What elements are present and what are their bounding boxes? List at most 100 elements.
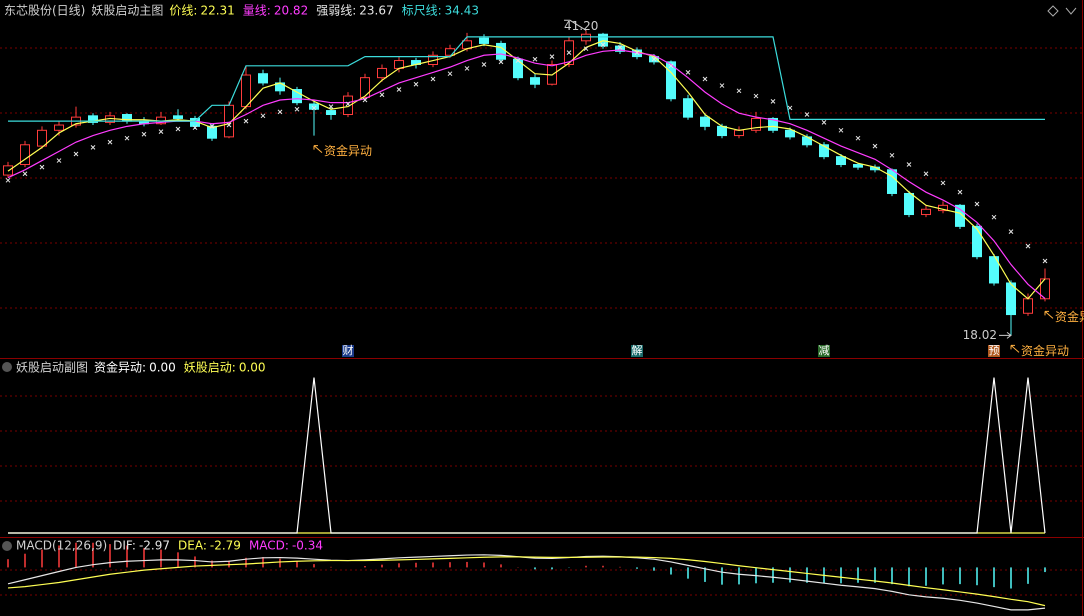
legend-text: 0.00 bbox=[149, 361, 176, 375]
strength-cross bbox=[821, 120, 827, 125]
strength-cross bbox=[991, 214, 997, 220]
strength-cross bbox=[668, 63, 674, 69]
event-badge bbox=[988, 345, 1000, 357]
strength-cross bbox=[855, 135, 861, 141]
strength-cross bbox=[719, 83, 725, 88]
candle-body bbox=[904, 192, 914, 216]
candle-body bbox=[479, 37, 489, 44]
strength-cross bbox=[770, 98, 776, 104]
candle-body bbox=[513, 58, 523, 79]
candle-body bbox=[20, 144, 30, 166]
annotation: 资金异动 bbox=[1055, 309, 1084, 324]
annotation: 资金异动 bbox=[1021, 343, 1069, 358]
legend-text: 妖股启动副图 bbox=[16, 361, 88, 375]
annotation: 资金异动 bbox=[324, 143, 372, 158]
candle-body bbox=[37, 129, 47, 147]
strength-cross bbox=[532, 56, 538, 62]
legend-text: 量线: bbox=[243, 4, 271, 18]
strength-cross bbox=[90, 145, 96, 150]
candle-body bbox=[887, 169, 897, 194]
legend-text: 标尺线: bbox=[402, 4, 442, 18]
icon-diamond[interactable] bbox=[1047, 5, 1059, 17]
legend-text: 妖股启动主图 bbox=[91, 4, 163, 18]
strength-cross bbox=[923, 171, 929, 177]
legend-text: 价线: bbox=[169, 4, 197, 18]
annotation-arrow bbox=[313, 145, 323, 153]
candle-body bbox=[496, 42, 506, 60]
strength-cross bbox=[226, 122, 232, 128]
candle-body bbox=[717, 125, 727, 137]
candle-body bbox=[309, 103, 319, 110]
event-badge bbox=[342, 345, 354, 357]
candle-body bbox=[54, 124, 64, 131]
strength-cross bbox=[141, 131, 147, 137]
strength-cross bbox=[617, 45, 623, 50]
strength-cross bbox=[549, 54, 555, 59]
event-label: 财 bbox=[343, 343, 354, 357]
window-icons[interactable] bbox=[1047, 5, 1077, 17]
legend-text: -0.34 bbox=[292, 539, 323, 553]
candle-body bbox=[173, 115, 183, 119]
panel-menu-icon[interactable] bbox=[2, 541, 12, 551]
candle-body bbox=[972, 225, 982, 258]
legend-text: 34.43 bbox=[445, 4, 479, 18]
annotation-arrow bbox=[1044, 310, 1054, 319]
strength-cross bbox=[957, 189, 963, 195]
strength-cross bbox=[5, 177, 11, 183]
panel-menu-icon[interactable] bbox=[2, 362, 12, 372]
strength-cross bbox=[379, 92, 385, 98]
strength-cross bbox=[838, 127, 844, 133]
icon-dropdown[interactable] bbox=[1065, 7, 1077, 15]
annotation-arrow bbox=[1010, 344, 1020, 353]
strength-cross bbox=[39, 164, 45, 170]
strength-cross bbox=[974, 201, 980, 207]
candle-body bbox=[768, 117, 778, 131]
strength-cross bbox=[396, 87, 402, 92]
strength-cross bbox=[260, 113, 266, 119]
candle-body bbox=[819, 144, 829, 158]
series-line bbox=[7, 40, 1046, 300]
strength-cross bbox=[515, 58, 521, 63]
low-label: 18.02 bbox=[963, 328, 997, 342]
strength-cross bbox=[22, 171, 28, 177]
candle-body bbox=[700, 116, 710, 127]
series-line bbox=[8, 36, 1045, 122]
legend-text: 20.82 bbox=[274, 4, 308, 18]
candle-body bbox=[445, 48, 455, 56]
candle-body bbox=[666, 61, 676, 100]
strength-cross bbox=[294, 106, 300, 112]
strength-cross bbox=[889, 152, 895, 158]
legend-text: MACD(12,26,9) bbox=[16, 539, 107, 553]
strength-cross bbox=[158, 129, 164, 134]
candle-body bbox=[989, 256, 999, 284]
legend-text: 强弱线: bbox=[316, 4, 356, 18]
strength-cross bbox=[651, 56, 657, 62]
candle-body bbox=[955, 204, 965, 227]
strength-cross bbox=[464, 66, 470, 71]
candle-body bbox=[1023, 298, 1033, 314]
strength-cross bbox=[192, 125, 198, 131]
event-badge bbox=[818, 345, 830, 357]
legend-text: 22.31 bbox=[200, 4, 234, 18]
strength-cross bbox=[107, 139, 113, 145]
candle-body bbox=[1006, 282, 1016, 316]
candle-body bbox=[734, 129, 744, 137]
strength-cross bbox=[1025, 243, 1031, 249]
strength-cross bbox=[430, 76, 436, 82]
strength-cross bbox=[124, 135, 130, 141]
strength-cross bbox=[209, 123, 215, 129]
signal-line bbox=[8, 377, 1046, 534]
strength-cross bbox=[702, 76, 708, 82]
strength-cross bbox=[345, 101, 351, 107]
strength-cross bbox=[277, 109, 283, 115]
strength-cross bbox=[311, 105, 317, 111]
candle-body bbox=[292, 89, 302, 104]
candle-body bbox=[683, 98, 693, 118]
candle-body bbox=[785, 129, 795, 138]
legend-text: 妖股启动: bbox=[184, 361, 236, 375]
event-badge bbox=[631, 345, 643, 357]
strength-cross bbox=[736, 88, 742, 94]
candle-body bbox=[751, 117, 761, 131]
candle-body bbox=[326, 110, 336, 116]
